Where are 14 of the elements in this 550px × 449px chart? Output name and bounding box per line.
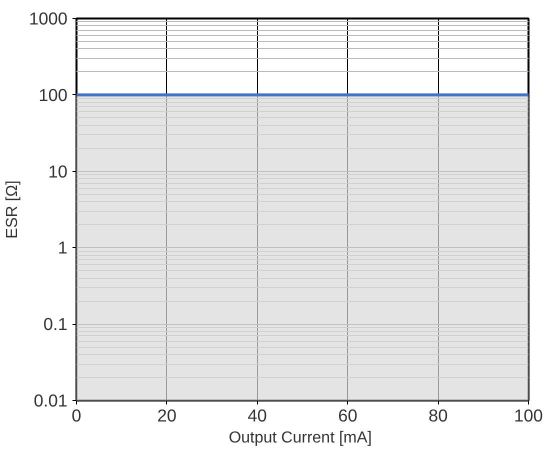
x-tick-label: 20 (157, 406, 177, 426)
y-tick-label: 100 (38, 84, 68, 105)
x-tick-label: 80 (428, 406, 448, 426)
x-tick-label: 40 (248, 406, 267, 426)
y-tick-label: 0.1 (43, 314, 68, 334)
x-tick-label: 0 (72, 406, 82, 426)
y-tick-label: 1 (58, 238, 68, 258)
y-axis-title: ESR [Ω] (4, 180, 21, 239)
y-tick-label: 1000 (28, 8, 68, 28)
x-axis-title: Output Current [mA] (228, 430, 372, 446)
y-tick-label: 0.01 (34, 390, 68, 410)
x-tick-label: 100 (514, 406, 543, 426)
x-tick-label: 60 (338, 406, 358, 426)
y-tick-label: 10 (48, 161, 68, 182)
